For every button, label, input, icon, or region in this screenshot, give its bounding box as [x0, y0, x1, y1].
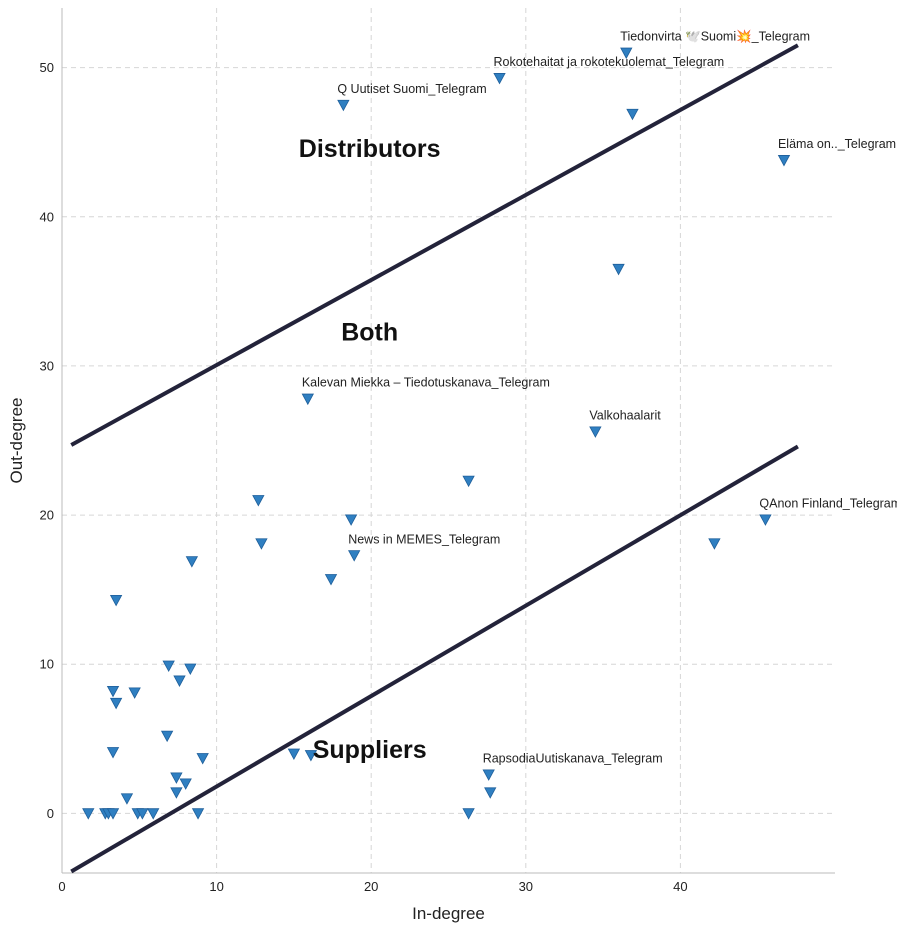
point-label: Valkohaalarit: [589, 409, 661, 423]
data-point: [777, 155, 791, 167]
data-point: [109, 595, 123, 607]
y-tick-label: 40: [40, 209, 54, 224]
lower-reference-line: [70, 444, 799, 874]
region-label-both: Both: [341, 319, 398, 347]
data-point: [147, 808, 160, 820]
data-point: [106, 808, 120, 820]
reference-lines: [70, 43, 799, 874]
y-axis-title: Out-degree: [7, 398, 26, 484]
data-point: [255, 538, 268, 550]
data-point: [191, 808, 205, 820]
data-point: [160, 730, 174, 743]
y-tick-label: 50: [40, 60, 54, 75]
data-point: [493, 73, 506, 85]
point-label: Q Uutiset Suomi_Telegram: [337, 82, 486, 96]
data-point: [170, 772, 183, 784]
x-axis-title: In-degree: [412, 904, 485, 923]
data-point: [337, 99, 350, 112]
region-label-suppliers: Suppliers: [313, 736, 427, 764]
data-point: [162, 660, 175, 673]
data-point: [136, 808, 149, 820]
data-point: [196, 753, 209, 765]
data-point: [462, 475, 475, 488]
axes: 0 10 20 30 40 0 10 20 30 40 50: [40, 8, 835, 894]
data-point: [301, 393, 314, 406]
point-labels: Tiedonvirta 🕊️Suomi💥_Telegram Rokotehaita…: [302, 29, 897, 766]
data-point: [173, 675, 186, 687]
data-point: [82, 808, 95, 820]
data-point: [759, 514, 772, 526]
point-label: Eläma on.._Telegram: [778, 137, 896, 151]
point-label: Tiedonvirta 🕊️Suomi💥_Telegram: [620, 29, 810, 45]
data-point: [109, 697, 123, 710]
y-tick-label: 20: [40, 508, 54, 523]
point-label: RapsodiaUutiskanava_Telegram: [483, 752, 663, 766]
upper-reference-line: [70, 43, 799, 447]
data-point: [620, 47, 633, 60]
data-point: [252, 495, 265, 507]
data-point: [589, 426, 602, 438]
x-tick-label: 30: [519, 879, 533, 894]
point-label: QAnon Finland_Telegram: [759, 497, 897, 511]
region-labels: Distributors Both Suppliers: [299, 135, 441, 764]
data-point: [106, 685, 120, 698]
data-point: [185, 556, 199, 568]
data-point: [344, 514, 358, 526]
y-tick-label: 0: [47, 806, 54, 821]
data-point: [612, 263, 625, 276]
point-label: Kalevan Miekka – Tiedotuskanava_Telegram: [302, 376, 550, 390]
data-point: [287, 748, 301, 761]
x-tick-label: 40: [673, 879, 687, 894]
data-point: [348, 550, 361, 562]
data-point: [120, 793, 134, 805]
x-tick-label: 0: [58, 879, 65, 894]
data-point: [324, 574, 338, 586]
data-point: [484, 787, 497, 799]
y-tick-label: 10: [40, 657, 54, 672]
data-point: [128, 687, 141, 699]
data-point: [170, 787, 183, 799]
data-point: [304, 750, 318, 762]
point-label: Rokotehaitat ja rokotekuolemat_Telegram: [494, 55, 725, 69]
data-point: [482, 769, 495, 781]
y-tick-label: 30: [40, 358, 54, 373]
data-point: [179, 778, 192, 790]
data-point: [708, 538, 721, 550]
point-label: News in MEMES_Telegram: [348, 532, 500, 546]
data-point: [626, 108, 639, 121]
data-point: [462, 808, 475, 820]
x-tick-label: 10: [209, 879, 223, 894]
grid: [62, 8, 835, 873]
data-point: [106, 747, 120, 759]
region-label-distributors: Distributors: [299, 135, 441, 163]
data-point: [184, 663, 197, 676]
data-points: [82, 47, 791, 820]
x-tick-label: 20: [364, 879, 378, 894]
